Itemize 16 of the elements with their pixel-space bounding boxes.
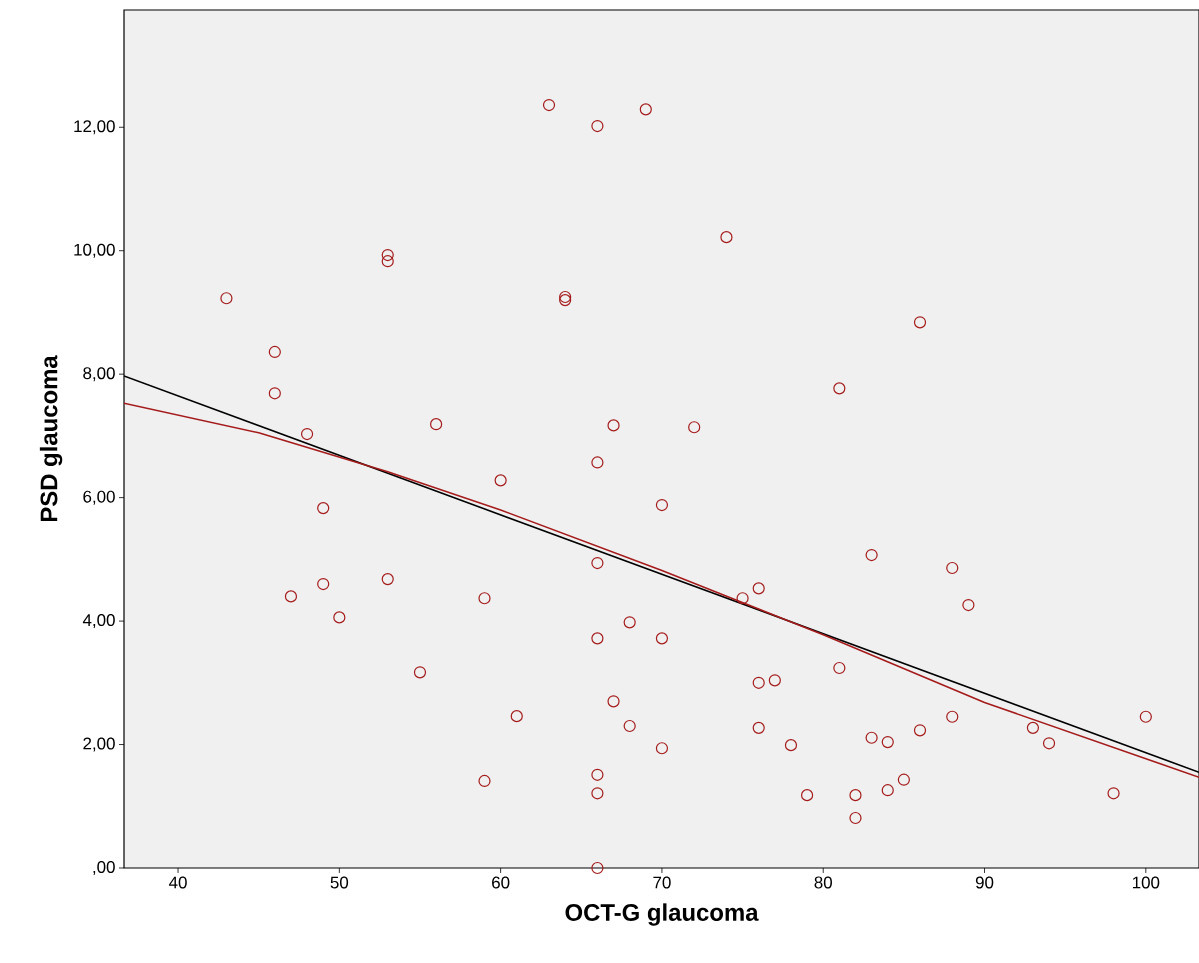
y-tick-label: 12,00 [74,120,115,135]
y-tick-label: 4,00 [82,614,115,629]
x-tick-label: 80 [814,876,832,889]
y-tick-label: 2,00 [83,737,115,752]
x-tick-label: 100 [1132,876,1160,889]
x-tick-label: 90 [975,876,994,889]
x-tick-label: 50 [330,876,349,889]
y-tick-label: 8,00 [83,367,115,382]
y-tick-label: 10,00 [74,243,115,258]
x-axis-title: OCT-G glaucoma [565,903,759,926]
y-tick-label: 6,00 [83,490,115,505]
x-tick-label: 70 [653,876,671,889]
y-tick-label: ,00 [93,860,115,875]
x-tick-label: 60 [492,876,510,889]
x-tick-label: 40 [169,876,187,889]
y-axis-title: PSD glaucoma [39,355,63,522]
